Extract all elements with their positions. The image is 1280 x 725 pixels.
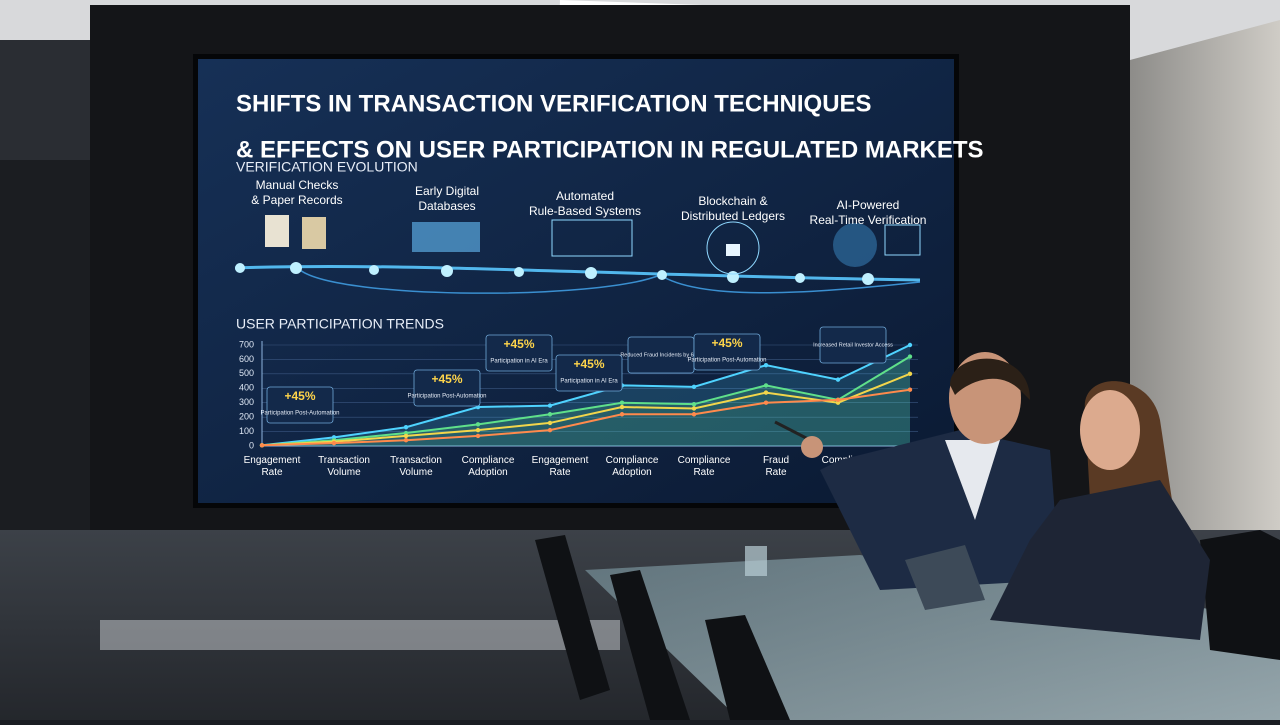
stage-label: Early Digital <box>415 184 479 198</box>
annotation-box <box>693 333 761 371</box>
data-point <box>475 422 481 427</box>
series-line <box>261 355 911 447</box>
area-fill <box>262 356 910 446</box>
x-tick-label: Engagement Rate <box>244 455 301 478</box>
data-point <box>835 377 841 382</box>
y-tick-label: 200 <box>239 412 254 422</box>
annotation-text: Increased Retail Investor Access <box>813 342 893 348</box>
data-point <box>403 438 409 443</box>
stage-label: AI-Powered <box>837 198 900 212</box>
data-point <box>907 371 913 377</box>
data-point <box>475 433 481 439</box>
wall-light <box>100 620 620 650</box>
woman <box>905 381 1210 640</box>
annotation-value: +45% <box>573 357 604 371</box>
annotation-box <box>819 326 887 364</box>
stage-label: Databases <box>418 199 475 213</box>
stage-label: Manual Checks <box>256 178 339 192</box>
data-point <box>547 412 553 417</box>
stage-label: Blockchain & <box>698 194 767 208</box>
annotation-text: Participation Post-Automation <box>260 411 339 417</box>
data-point <box>691 401 697 407</box>
data-point <box>403 425 409 430</box>
y-tick-label: 0 <box>249 440 254 450</box>
timeline-nodes <box>235 262 874 285</box>
annotation-value: +45% <box>284 389 315 403</box>
data-point <box>547 420 553 426</box>
data-point <box>835 397 841 403</box>
data-point <box>691 384 697 390</box>
screen-title: SHIFTS IN TRANSACTION VERIFICATION TECHN… <box>236 90 872 117</box>
data-point <box>403 433 409 439</box>
x-tick-label: Compliance Rate <box>678 455 731 478</box>
data-point <box>763 363 769 368</box>
annotation-text: Participation Post-Automation <box>407 394 486 400</box>
chairs <box>535 505 1280 720</box>
door <box>0 160 90 530</box>
screen-title: & EFFECTS ON USER PARTICIPATION IN REGUL… <box>236 136 984 163</box>
annotation-text: Reduced Fraud Incidents by 60% <box>620 352 701 358</box>
series-line <box>261 344 911 447</box>
data-point <box>619 404 625 410</box>
data-point <box>259 443 265 448</box>
data-point <box>763 383 769 388</box>
data-point <box>691 412 697 417</box>
data-point <box>907 354 913 359</box>
stage-label: Real-Time Verification <box>810 213 927 227</box>
data-point <box>619 400 625 405</box>
x-tick-label: Engagement Rate <box>532 455 589 478</box>
data-point <box>547 403 553 408</box>
x-tick-label: Transaction Volume <box>390 455 442 478</box>
annotation-box <box>555 354 623 392</box>
annotation-box <box>413 369 481 407</box>
annotation-text: Participation in AI Era <box>560 379 618 385</box>
man <box>774 352 1060 590</box>
series-line <box>261 388 911 447</box>
icons <box>265 215 921 275</box>
annotation-value: +45% <box>711 336 742 350</box>
data-point <box>331 440 337 446</box>
data-point <box>475 427 481 433</box>
data-point <box>691 406 697 411</box>
y-tick-label: 700 <box>239 339 254 349</box>
data-point <box>547 427 553 433</box>
x-tick-label: Fraud Rate <box>763 455 789 478</box>
annotation-text: Participation in AI Era <box>490 359 548 365</box>
annotation-text: Participation Post-Automation <box>687 358 766 364</box>
y-tick-label: 600 <box>239 354 254 364</box>
timeline-branch <box>299 269 921 294</box>
y-tick-label: 500 <box>239 368 254 378</box>
glass <box>745 546 767 576</box>
stage-label: & Paper Records <box>251 193 342 207</box>
annotation-value: +45% <box>431 372 462 386</box>
stage-label: Automated <box>556 189 614 203</box>
x-tick-label: Transaction Volume <box>318 455 370 478</box>
annotation-box <box>266 386 334 424</box>
annotation-box <box>485 334 553 372</box>
screen <box>198 59 954 503</box>
data-point <box>763 390 769 395</box>
y-tick-label: 300 <box>239 397 254 407</box>
y-tick-label: 400 <box>239 383 254 393</box>
data-point <box>619 412 625 417</box>
stage-label: Distributed Ledgers <box>681 209 785 223</box>
series-line <box>261 372 911 447</box>
data-point <box>907 387 913 392</box>
data-point <box>907 342 913 348</box>
data-point <box>763 400 769 405</box>
stage-label: Rule-Based Systems <box>529 204 641 218</box>
chart-title: USER PARTICIPATION TRENDS <box>236 316 444 332</box>
section-heading: VERIFICATION EVOLUTION <box>236 159 418 175</box>
annotation-value: +45% <box>503 337 534 351</box>
y-tick-label: 100 <box>239 426 254 436</box>
